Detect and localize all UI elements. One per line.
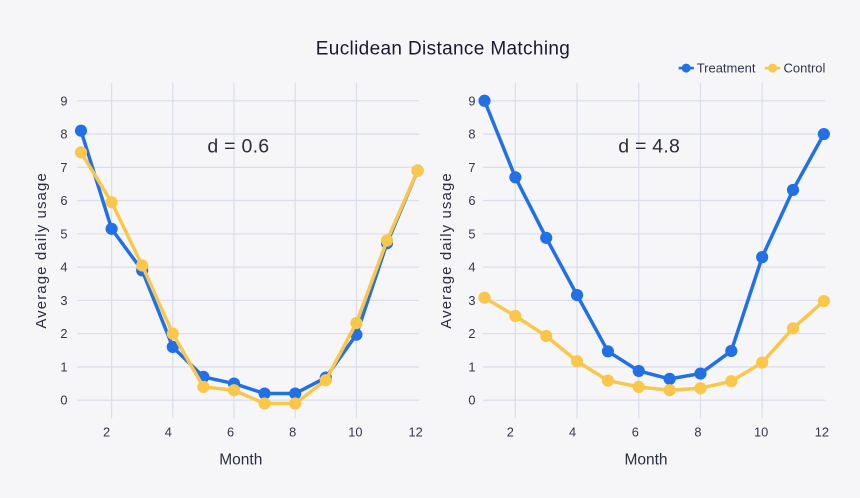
svg-text:6: 6 xyxy=(227,425,234,440)
svg-text:Control: Control xyxy=(784,61,826,76)
svg-text:10: 10 xyxy=(348,425,362,440)
svg-text:7: 7 xyxy=(60,160,67,175)
svg-text:0: 0 xyxy=(468,393,475,408)
svg-text:10: 10 xyxy=(754,425,768,440)
svg-text:Treatment: Treatment xyxy=(697,61,756,76)
svg-text:4: 4 xyxy=(165,425,172,440)
svg-text:6: 6 xyxy=(60,193,67,208)
svg-text:3: 3 xyxy=(60,293,67,308)
svg-text:9: 9 xyxy=(60,93,67,108)
svg-text:8: 8 xyxy=(289,425,296,440)
svg-text:Month: Month xyxy=(624,452,667,469)
svg-text:8: 8 xyxy=(694,425,701,440)
svg-text:1: 1 xyxy=(468,359,475,374)
svg-text:2: 2 xyxy=(60,326,67,341)
svg-text:4: 4 xyxy=(569,425,576,440)
svg-text:9: 9 xyxy=(468,93,475,108)
svg-text:d = 4.8: d = 4.8 xyxy=(618,136,680,158)
svg-text:6: 6 xyxy=(468,193,475,208)
svg-text:4: 4 xyxy=(468,260,475,275)
svg-text:5: 5 xyxy=(60,226,67,241)
svg-text:Average daily usage: Average daily usage xyxy=(438,172,455,329)
svg-text:8: 8 xyxy=(60,127,67,142)
svg-text:5: 5 xyxy=(468,226,475,241)
svg-text:6: 6 xyxy=(632,425,639,440)
svg-text:0: 0 xyxy=(60,393,67,408)
svg-text:Average daily usage: Average daily usage xyxy=(33,172,50,329)
svg-text:2: 2 xyxy=(103,425,110,440)
svg-text:2: 2 xyxy=(468,326,475,341)
svg-text:Month: Month xyxy=(219,452,262,469)
svg-text:7: 7 xyxy=(468,160,475,175)
svg-text:12: 12 xyxy=(408,425,422,440)
svg-text:3: 3 xyxy=(468,293,475,308)
svg-text:4: 4 xyxy=(60,260,67,275)
svg-text:Euclidean Distance Matching: Euclidean Distance Matching xyxy=(316,38,570,59)
svg-text:8: 8 xyxy=(468,127,475,142)
svg-text:2: 2 xyxy=(507,425,514,440)
svg-text:1: 1 xyxy=(60,359,67,374)
svg-text:12: 12 xyxy=(815,425,829,440)
svg-text:d = 0.6: d = 0.6 xyxy=(207,136,269,158)
